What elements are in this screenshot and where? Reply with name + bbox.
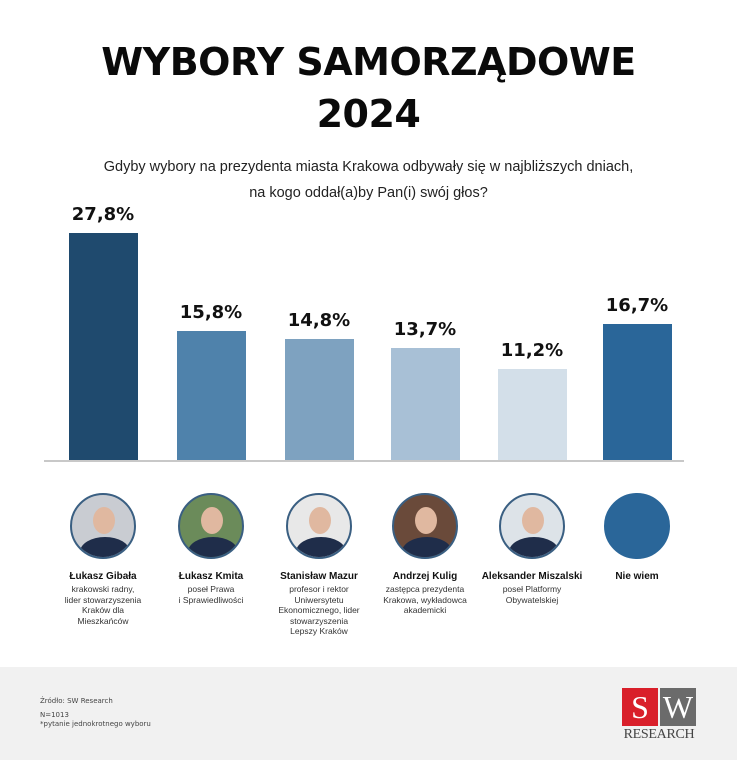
bar-value-label: 14,8% (287, 310, 351, 331)
candidate-photo (499, 493, 565, 559)
candidate-description: zastępca prezydenta (385, 584, 465, 594)
candidate-description: Mieszkańców (77, 615, 129, 626)
candidate-name: Andrzej Kulig (392, 571, 458, 582)
candidate-description: lider stowarzyszenia (64, 594, 142, 605)
chart-title-line1: WYBORY SAMORZĄDOWE (101, 40, 636, 84)
candidate-description: Obywatelskiej (505, 594, 559, 605)
footer (0, 667, 737, 760)
nie-wiem-circle (604, 493, 670, 559)
bar-value-label: 13,7% (393, 319, 457, 340)
question-note: *pytanie jednokrotnego wyboru (40, 720, 151, 728)
logo-s: S (622, 688, 658, 726)
bar (391, 348, 460, 460)
x-axis-baseline (44, 460, 684, 462)
candidate-description: Lepszy Kraków (290, 626, 348, 636)
source-note: Źródło: SW Research (40, 697, 113, 705)
bar-value-label: 16,7% (605, 295, 669, 316)
bar-value-label: 11,2% (500, 340, 564, 361)
candidate-description: i Sprawiedliwości (178, 594, 244, 605)
candidate-name: Nie wiem (615, 571, 659, 582)
candidate-photo (70, 493, 136, 559)
sample-size: N=1013 (40, 711, 69, 719)
bar (285, 339, 354, 460)
bar (69, 233, 138, 460)
candidate-description: profesor i rektor (289, 584, 349, 594)
bar-value-label: 15,8% (179, 302, 243, 323)
bar (603, 324, 672, 460)
chart-title-line2: 2024 (316, 92, 421, 136)
candidate-name: Łukasz Gibała (69, 571, 137, 582)
candidate-description: krakowski radny, (71, 584, 135, 594)
candidate-description: Kraków dla (81, 605, 125, 615)
candidate-name: Łukasz Kmita (178, 571, 244, 582)
candidate-photo (392, 493, 458, 559)
logo-w: W (660, 688, 696, 726)
question-line2: na kogo oddał(a)by Pan(i) swój głos? (249, 185, 488, 201)
candidate-description: poseł Platformy (502, 584, 562, 594)
candidate-description: Ekonomicznego, lider (278, 605, 360, 615)
logo-research: RESEARCH (623, 727, 695, 742)
candidate-name: Stanisław Mazur (280, 571, 358, 582)
candidate-photo (178, 493, 244, 559)
question-line1: Gdyby wybory na prezydenta miasta Krakow… (103, 159, 634, 175)
candidate-photo (286, 493, 352, 559)
candidate-description: akademicki (403, 605, 447, 615)
bar (177, 331, 246, 460)
candidate-description: Uniwersytetu (294, 594, 344, 605)
bar-value-label: 27,8% (71, 204, 135, 225)
candidate-name: Aleksander Miszalski (481, 571, 583, 582)
bar (498, 369, 567, 460)
candidate-description: stowarzyszenia (289, 615, 349, 626)
candidate-description: poseł Prawa (187, 584, 235, 594)
candidate-description: Krakowa, wykładowca (383, 594, 467, 605)
